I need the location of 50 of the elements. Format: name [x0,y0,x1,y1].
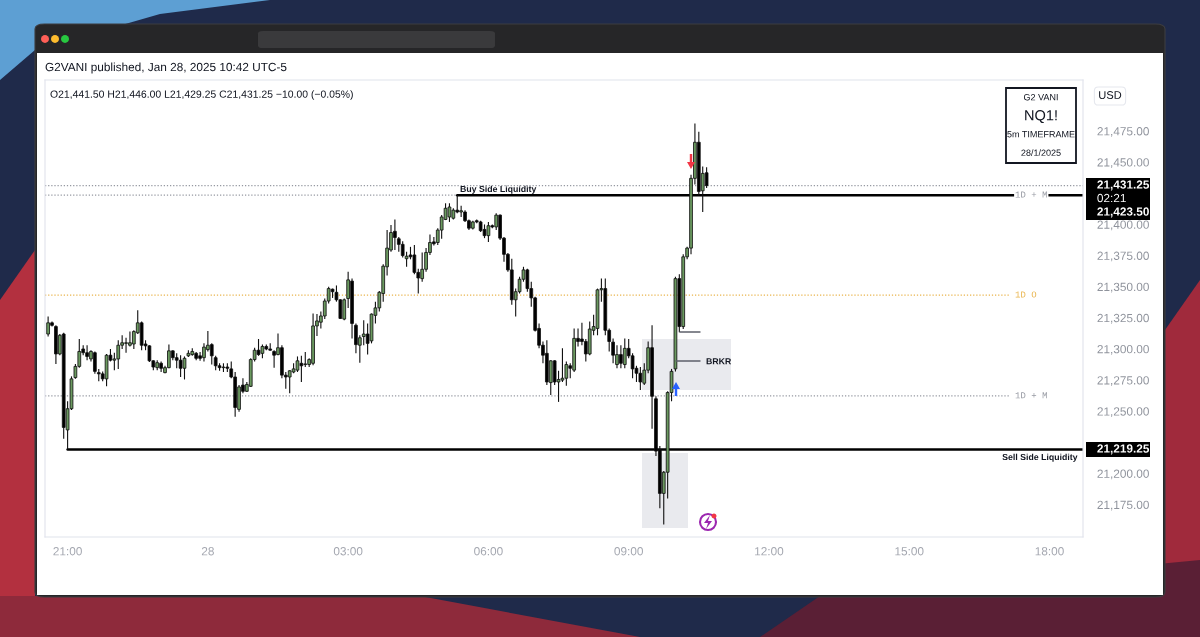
candlestick [412,244,417,275]
candlestick [393,218,397,251]
x-tick-label: 15:00 [895,547,924,556]
candlestick [704,166,709,189]
y-tick-label: 21,475.00 [1097,127,1149,137]
ref-line-label: 1D O [1015,291,1037,298]
candlestick [272,349,276,369]
ref-line-label: 21,423.50 [1097,207,1149,218]
y-tick-label: 21,375.00 [1097,251,1149,262]
x-tick-label: 18:00 [1035,547,1064,556]
candlestick [299,355,304,383]
candlestick [182,355,187,381]
y-tick-label: 21,250.00 [1097,407,1149,418]
ref-line-label: 21,431.25 [1097,180,1150,191]
x-tick-label: 03:00 [333,547,363,556]
candlestick [361,319,366,346]
candlestick [46,316,50,338]
y-tick-label: 21,350.00 [1097,282,1149,293]
ref-line-label: 1D + M [1015,392,1047,399]
candlestick [630,352,635,379]
candlestick [139,321,144,351]
candlestick [85,344,89,361]
chart-title: G2VANI published, Jan 28, 2025 10:42 UTC-5 [45,62,287,74]
text: O21,441.50 H21,446.00 L21,429.25 C21,431.25 −10.00 (−0.05%) [50,90,353,100]
annotation: Buy Side Liquidity [460,185,537,194]
candlestick [622,337,627,369]
candlestick [638,366,643,391]
x-tick-label: 09:00 [614,547,643,556]
y-axis-title: USD [1099,91,1122,99]
x-tick-label: 21:00 [53,547,82,556]
candlestick [619,344,623,369]
x-tick-label: 28 [201,547,214,556]
y-tick-label: 21,400.00 [1097,220,1149,231]
y-tick-label: 21,300.00 [1097,345,1149,355]
annotation: Sell Side Liquidity [1002,453,1078,462]
text: 02:21 [1097,193,1126,203]
y-tick-label: 21,200.00 [1097,469,1149,480]
candlestick [116,339,121,370]
x-tick-label: 06:00 [474,547,503,556]
annotation: BRKR [706,358,732,365]
x-tick-label: 12:00 [755,547,784,556]
y-tick-label: 21,325.00 [1097,313,1149,324]
ref-line-label: 21,219.25 [1097,444,1150,455]
text: G2 VANI NQ1! 5m TIMEFRAME 28/1/2025 [1007,94,1075,156]
y-tick-label: 21,175.00 [1097,500,1149,511]
ref-line-label: 1D + M [1015,191,1047,198]
candlestick [124,337,128,354]
y-tick-label: 21,275.00 [1097,376,1149,386]
y-tick-label: 21,450.00 [1097,158,1149,168]
candlestick [459,205,463,218]
